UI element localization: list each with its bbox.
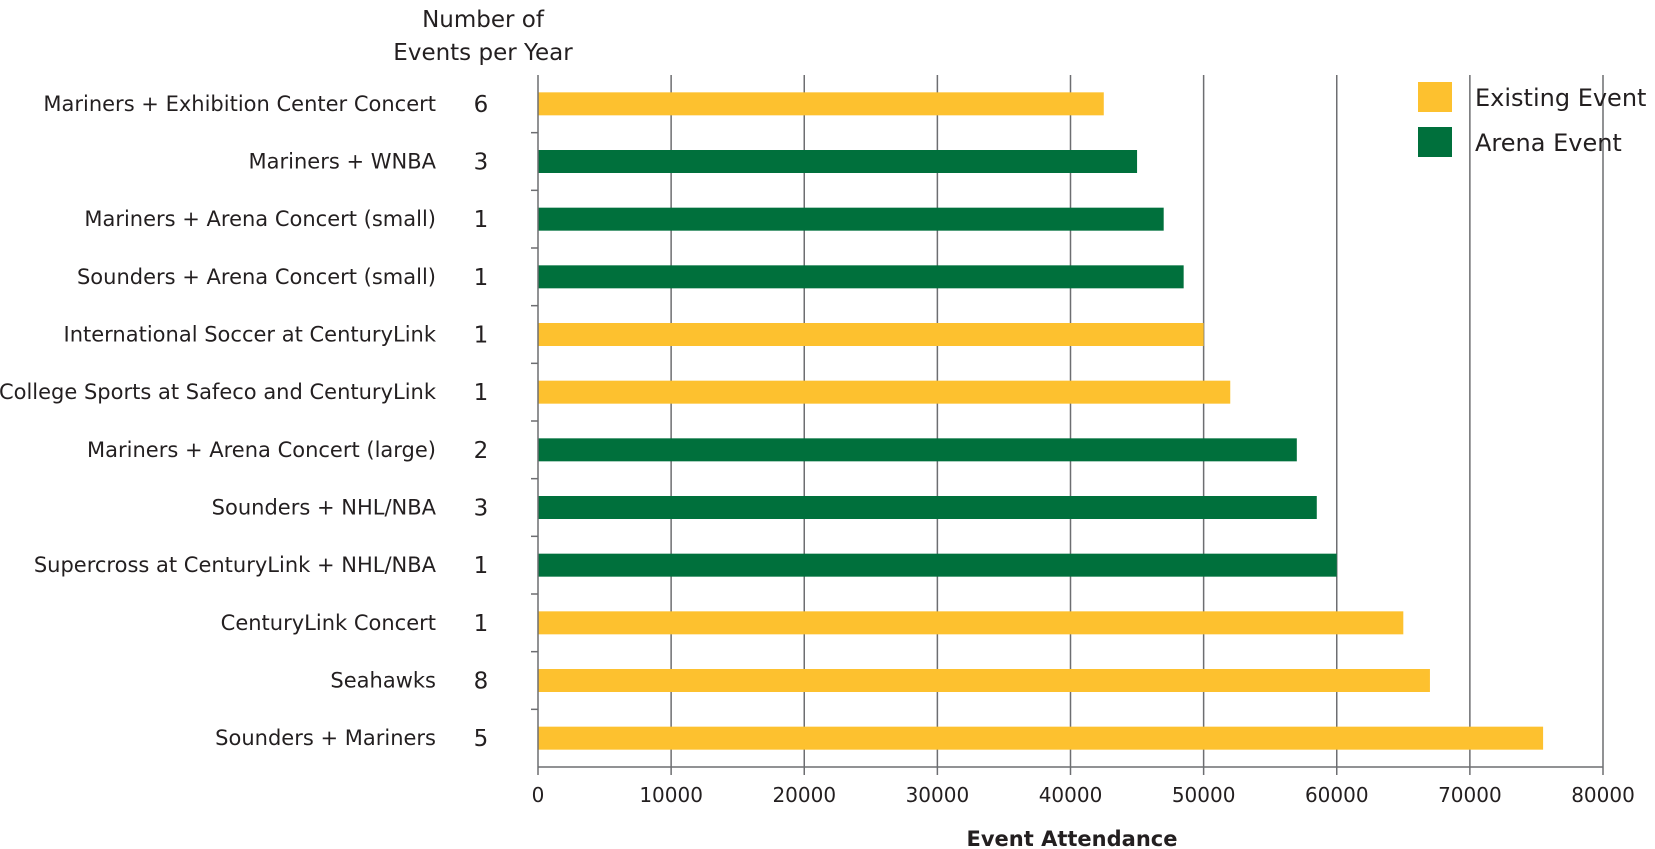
x-tick-label: 20000 — [772, 783, 836, 807]
bar — [538, 496, 1317, 519]
events-per-year-value: 6 — [474, 92, 489, 118]
category-label: Sounders + NHL/NBA — [212, 496, 437, 520]
events-per-year-value: 1 — [474, 265, 489, 291]
events-per-year-value: 1 — [474, 380, 489, 406]
events-per-year-value: 3 — [474, 150, 489, 176]
events-per-year-value: 2 — [474, 438, 489, 464]
gridlines — [670, 75, 1604, 767]
bars — [538, 92, 1544, 750]
legend-swatch-arena — [1418, 127, 1452, 157]
bar — [538, 265, 1184, 289]
events-per-year-value: 1 — [474, 323, 489, 349]
category-label: Mariners + Arena Concert (small) — [84, 207, 436, 231]
events-per-year-value: 5 — [474, 726, 489, 752]
category-label: Sounders + Mariners — [215, 726, 436, 750]
bar — [538, 207, 1164, 231]
legend: Existing Event Arena Event — [1418, 82, 1646, 157]
bar — [538, 726, 1544, 750]
category-labels: Mariners + Exhibition Center Concert 6 Mar… — [0, 92, 488, 752]
x-tick-label: 70000 — [1438, 783, 1502, 807]
category-label: International Soccer at CenturyLink — [64, 323, 437, 347]
bar — [538, 553, 1337, 577]
x-tick-label: 0 — [532, 783, 545, 807]
bar — [538, 323, 1204, 346]
category-label: Mariners + WNBA — [249, 150, 437, 174]
x-tick-label: 80000 — [1571, 783, 1635, 807]
events-per-year-value: 8 — [474, 669, 489, 695]
count-column-header-line-1: Number of — [422, 7, 545, 33]
legend-label-existing: Existing Event — [1475, 84, 1646, 112]
category-label: Sounders + Arena Concert (small) — [77, 265, 436, 289]
count-column-header-line-2: Events per Year — [393, 40, 573, 66]
category-label: Seahawks — [330, 669, 436, 693]
events-per-year-value: 3 — [474, 496, 489, 522]
axes: 0 10000 20000 30000 40000 50000 60000 70000 8000… — [531, 75, 1635, 807]
legend-swatch-existing — [1418, 82, 1452, 112]
x-tick-label: 60000 — [1305, 783, 1369, 807]
x-tick-label: 10000 — [639, 783, 703, 807]
bar — [538, 150, 1138, 173]
x-tick-label: 50000 — [1172, 783, 1236, 807]
category-label: Mariners + Arena Concert (large) — [87, 438, 436, 462]
category-label: Supercross at CenturyLink + NHL/NBA — [34, 553, 437, 577]
x-axis-title: Event Attendance — [967, 827, 1178, 849]
category-label: CenturyLink Concert — [221, 611, 436, 635]
events-per-year-value: 1 — [474, 611, 489, 637]
category-label: College Sports at Safeco and CenturyLink — [0, 380, 437, 404]
bar — [538, 611, 1404, 635]
x-tick-label: 30000 — [906, 783, 970, 807]
events-per-year-value: 1 — [474, 207, 489, 233]
bar — [538, 92, 1104, 116]
category-label: Mariners + Exhibition Center Concert — [43, 92, 436, 116]
bar — [538, 669, 1430, 692]
x-tick-label: 40000 — [1039, 783, 1103, 807]
events-per-year-value: 1 — [474, 553, 489, 579]
bar — [538, 438, 1297, 462]
legend-label-arena: Arena Event — [1475, 129, 1622, 157]
bar — [538, 380, 1231, 404]
